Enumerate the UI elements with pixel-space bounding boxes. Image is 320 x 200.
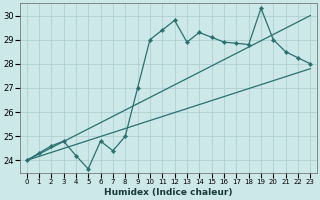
X-axis label: Humidex (Indice chaleur): Humidex (Indice chaleur) — [104, 188, 233, 197]
